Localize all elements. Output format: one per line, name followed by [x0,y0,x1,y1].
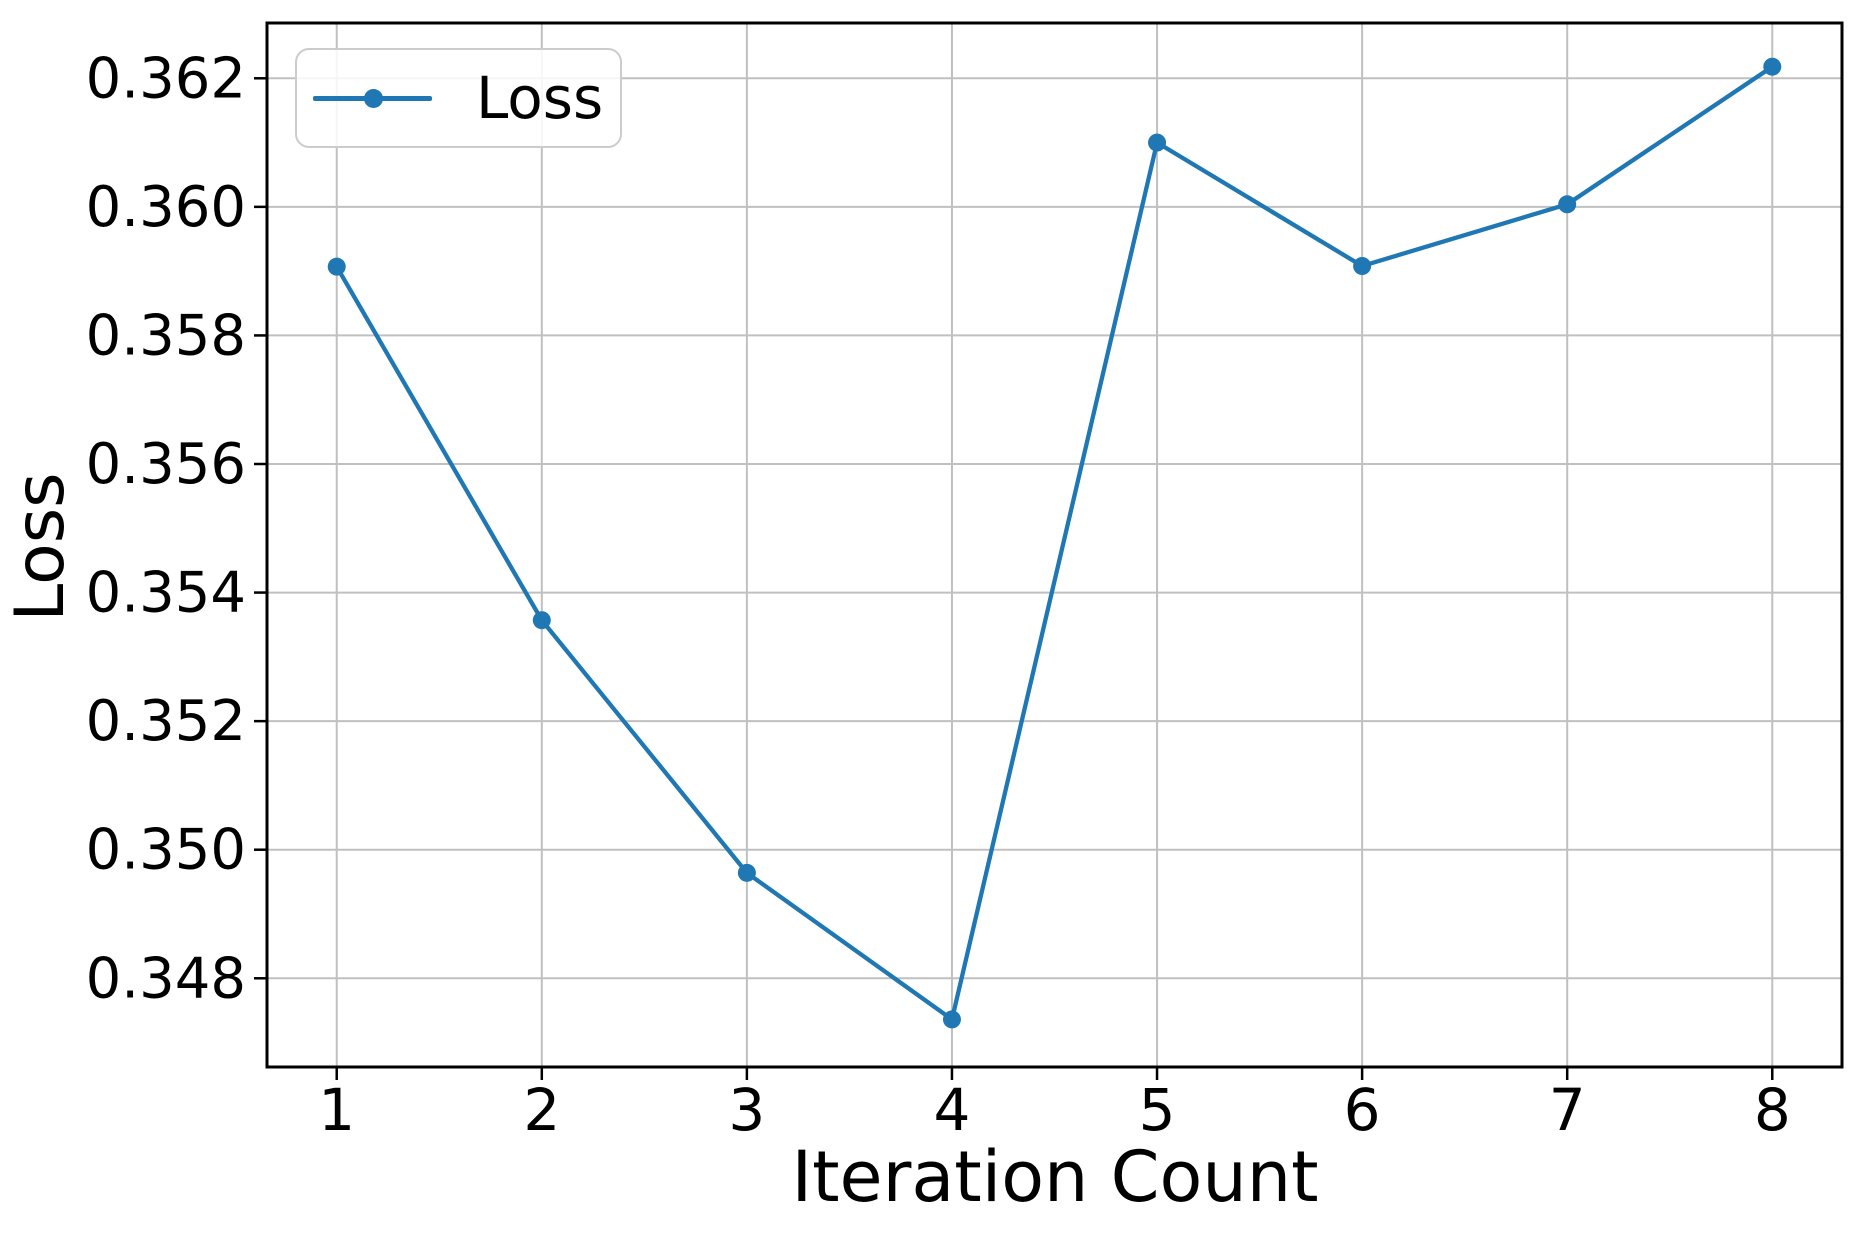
data-point-marker [1148,133,1167,152]
data-point-marker [942,1010,961,1029]
y-tick-label: 0.352 [86,689,246,754]
x-tick-label: 5 [1139,1076,1176,1144]
y-tick-label: 0.356 [86,432,246,497]
x-tick-label: 8 [1754,1076,1791,1144]
x-tick-label: 4 [934,1076,971,1144]
y-axis-label: Loss [1,472,80,622]
data-point-marker [327,257,346,276]
x-axis-label: Iteration Count [791,1136,1319,1218]
y-tick-label: 0.348 [86,946,246,1011]
x-tick-label: 6 [1344,1076,1381,1144]
y-tick-label: 0.354 [86,561,246,626]
x-tick-label: 3 [728,1076,765,1144]
plot-border [265,21,1844,1069]
data-point-marker [1558,195,1577,214]
data-point-marker [532,611,551,630]
y-tick-label: 0.360 [86,175,246,240]
loss-line-series [334,64,1775,1022]
y-tick-label: 0.362 [86,46,246,111]
data-point-marker [1763,57,1782,76]
y-tick-label: 0.358 [86,303,246,368]
y-tick-label: 0.350 [86,818,246,883]
legend-marker-icon [364,89,383,108]
x-tick-label: 7 [1549,1076,1586,1144]
legend: Loss [295,48,622,148]
data-point-marker [737,863,756,882]
x-tick-label: 1 [318,1076,355,1144]
legend-label: Loss [476,64,604,132]
data-point-marker [1353,257,1372,275]
x-tick-label: 2 [523,1076,560,1144]
